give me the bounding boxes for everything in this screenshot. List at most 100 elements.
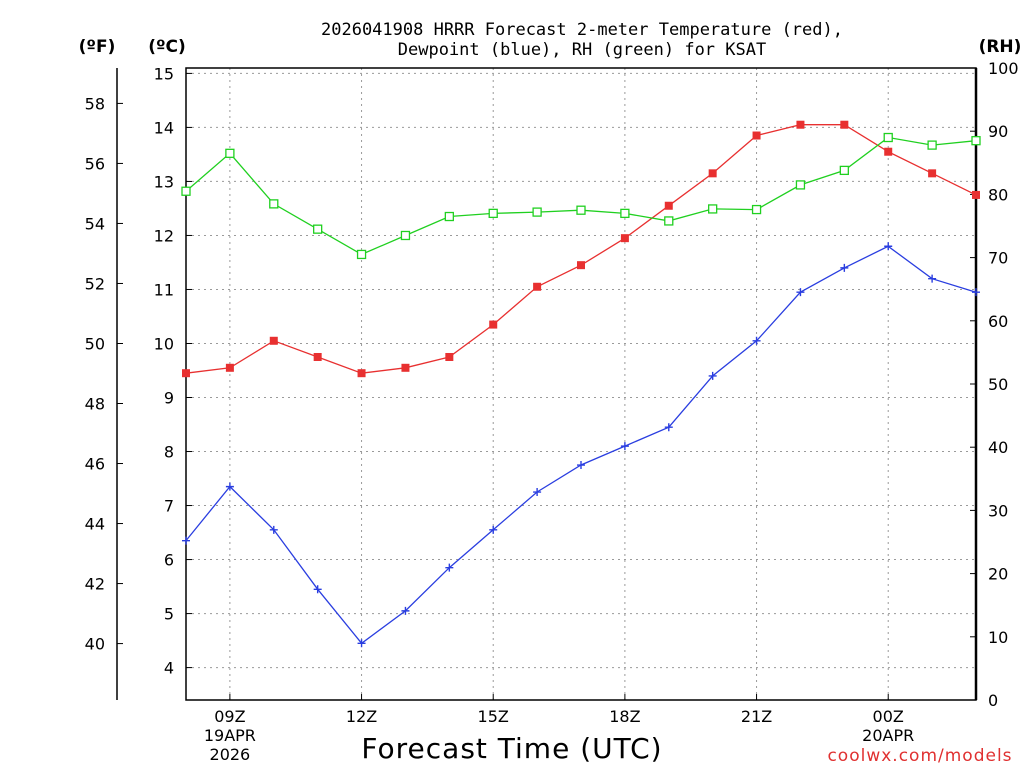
dewpoint-point — [796, 288, 805, 297]
celsius-tick-label: 6 — [164, 551, 174, 570]
rh-point — [927, 140, 937, 150]
dewpoint-point — [445, 563, 454, 572]
dewpoint-point — [182, 536, 190, 545]
rh-point — [488, 208, 498, 219]
fahrenheit-tick-label: 46 — [85, 455, 105, 474]
dewpoint-point — [225, 482, 234, 491]
x-tick-label: 12Z — [346, 707, 377, 726]
rh-point — [356, 249, 367, 260]
celsius-tick-label: 14 — [154, 118, 174, 137]
rh-tick-label: 30 — [988, 501, 1008, 520]
fahrenheit-tick-label: 52 — [85, 274, 105, 293]
rh-point — [751, 204, 762, 215]
fahrenheit-tick-label: 44 — [85, 515, 105, 534]
series-layer — [181, 120, 981, 648]
rh-point — [708, 204, 718, 214]
dewpoint-point — [972, 288, 980, 297]
dewpoint-point — [620, 442, 629, 451]
dewpoint-point — [664, 423, 673, 432]
celsius-tick-label: 11 — [154, 280, 174, 299]
celsius-tick-label: 8 — [164, 443, 174, 462]
temperature-point — [357, 369, 366, 378]
celsius-axis: 4 5 6 7 8 9 10 11 12 13 14 15 — [154, 64, 192, 678]
rh-tick-label: 50 — [988, 375, 1008, 394]
fahrenheit-tick-label: 50 — [85, 334, 105, 353]
rh-axis: 0 10 20 30 40 50 60 70 80 90 100 — [970, 59, 1019, 710]
dewpoint-point — [752, 336, 761, 345]
celsius-tick-label: 15 — [154, 64, 174, 83]
x-tick-label: 15Z — [478, 707, 509, 726]
fahrenheit-tick-label: 42 — [85, 575, 105, 594]
temperature-point — [928, 169, 937, 178]
temperature-point — [708, 169, 717, 178]
rh-point — [181, 186, 191, 196]
fahrenheit-tick-label: 58 — [85, 94, 105, 113]
rh-point — [971, 136, 981, 146]
dewpoint-point — [269, 525, 278, 534]
x-axis-title: Forecast Time (UTC) — [361, 732, 662, 765]
dewpoint-point — [357, 639, 366, 648]
rh-tick-label: 100 — [988, 59, 1019, 78]
temperature-point — [620, 234, 629, 243]
x-tick-label: 2026 — [210, 745, 251, 764]
dewpoint-point — [313, 585, 322, 594]
chart-title-line-1: 2026041908 HRRR Forecast 2-meter Tempera… — [321, 20, 843, 40]
temperature-point — [577, 261, 585, 270]
celsius-tick-label: 5 — [164, 605, 174, 624]
dewpoint-point — [401, 606, 410, 615]
rh-tick-label: 70 — [988, 249, 1008, 268]
rh-series-line — [185, 136, 977, 256]
x-tick-label: 21Z — [741, 707, 772, 726]
fahrenheit-tick-label: 48 — [85, 395, 105, 414]
dewpoint-point — [708, 371, 717, 380]
credit-text: coolwx.com/models — [827, 746, 1012, 766]
temperature-series-line — [185, 124, 977, 374]
rh-tick-label: 10 — [988, 628, 1008, 647]
temperature-point — [972, 190, 980, 199]
rh-tick-label: 40 — [988, 438, 1008, 457]
temperature-point — [533, 282, 542, 291]
x-tick-label: 20APR — [862, 726, 914, 745]
plot-frame — [185, 67, 977, 701]
temperature-point — [269, 336, 278, 345]
rh-point — [313, 224, 323, 234]
rh-point — [839, 165, 849, 176]
temperature-point — [182, 369, 190, 378]
dewpoint-point — [840, 263, 849, 272]
rh-tick-label: 0 — [988, 691, 998, 710]
celsius-tick-label: 9 — [164, 389, 174, 408]
celsius-tick-label: 12 — [154, 226, 174, 245]
dewpoint-point — [928, 274, 937, 283]
rh-point — [795, 180, 806, 190]
celsius-unit-label: (ºC) — [148, 37, 186, 57]
temperature-point — [840, 120, 849, 129]
grid-lines — [186, 68, 976, 700]
fahrenheit-tick-label: 56 — [85, 154, 105, 173]
fahrenheit-tick-label: 54 — [85, 214, 105, 233]
x-tick-label: 00Z — [873, 707, 904, 726]
x-tick-label: 18Z — [609, 707, 640, 726]
rh-point — [883, 132, 893, 143]
x-tick-label: 19APR — [204, 726, 256, 745]
rh-point — [444, 211, 454, 222]
temperature-point — [445, 352, 454, 361]
temperature-point — [796, 120, 805, 129]
chart-title-line-2: Dewpoint (blue), RH (green) for KSAT — [398, 40, 766, 60]
dewpoint-point — [533, 488, 542, 497]
temperature-point — [401, 363, 410, 372]
rh-point — [532, 207, 542, 217]
temperature-point — [225, 363, 234, 372]
dewpoint-point — [489, 525, 498, 534]
rh-tick-label: 60 — [988, 312, 1008, 331]
temperature-point — [313, 352, 322, 361]
x-tick-label: 09Z — [214, 707, 245, 726]
fahrenheit-tick-label: 40 — [85, 635, 105, 654]
rh-point — [400, 230, 411, 241]
rh-tick-label: 80 — [988, 185, 1008, 204]
temperature-point — [884, 147, 893, 156]
rh-point — [269, 199, 279, 209]
dewpoint-point — [884, 242, 893, 251]
rh-unit-label: (RH) — [979, 37, 1022, 57]
fahrenheit-unit-label: (ºF) — [79, 37, 116, 57]
